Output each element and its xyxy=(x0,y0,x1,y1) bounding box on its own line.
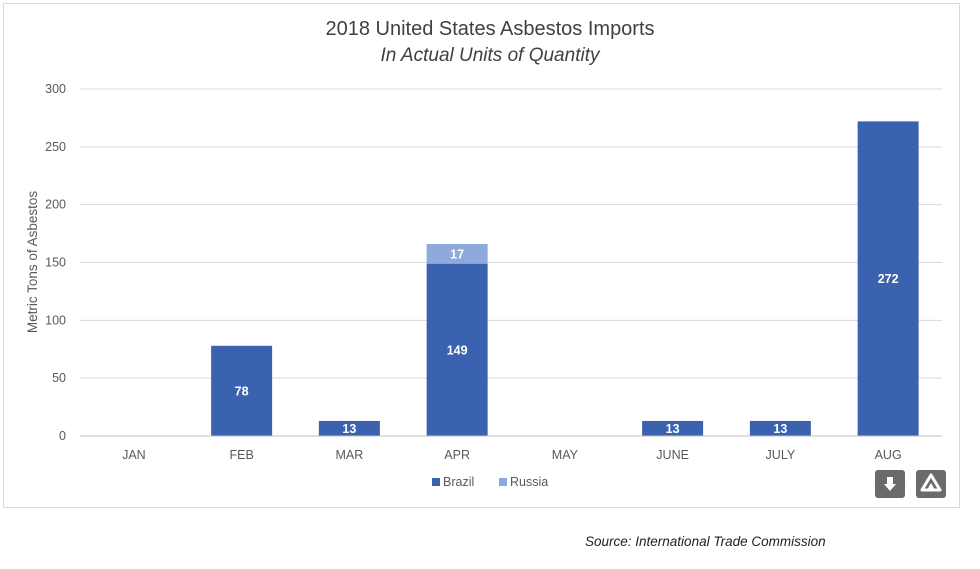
x-tick-label: JUNE xyxy=(656,448,689,462)
data-label: 149 xyxy=(447,343,468,357)
x-tick-label: APR xyxy=(444,448,470,462)
bar-chart: 0 50 100 150 200 250 300 Metric Tons of Asbesto… xyxy=(25,82,942,489)
legend-label-russia: Russia xyxy=(510,475,548,489)
y-tick-label: 150 xyxy=(45,256,66,270)
y-tick-label: 250 xyxy=(45,140,66,154)
data-label: 17 xyxy=(450,247,464,261)
legend-swatch-russia xyxy=(499,478,507,486)
bar-brazil xyxy=(642,420,704,436)
bar-brazil xyxy=(426,263,488,436)
bar-russia xyxy=(426,243,488,264)
data-label: 13 xyxy=(666,422,680,436)
bar-brazil xyxy=(749,420,811,436)
data-label: 272 xyxy=(878,272,899,286)
bar-brazil xyxy=(857,121,919,437)
x-tick-label: AUG xyxy=(875,448,902,462)
chart-title: 2018 United States Asbestos Imports xyxy=(325,18,655,40)
y-axis-label: Metric Tons of Asbestos xyxy=(25,191,40,334)
y-tick-label: 100 xyxy=(45,313,66,327)
data-label: 13 xyxy=(342,422,356,436)
legend-label-brazil: Brazil xyxy=(443,475,474,489)
y-tick-label: 0 xyxy=(59,429,66,443)
data-label: 78 xyxy=(235,384,249,398)
drive-button[interactable] xyxy=(916,470,946,498)
x-tick-label: JAN xyxy=(122,448,146,462)
x-tick-label: JULY xyxy=(766,448,796,462)
y-tick-label: 300 xyxy=(45,82,66,96)
chart-subtitle: In Actual Units of Quantity xyxy=(380,45,600,66)
download-icon xyxy=(884,477,896,491)
legend-swatch-brazil xyxy=(432,478,440,486)
source-note: Source: International Trade Commission xyxy=(585,534,826,549)
x-tick-label: FEB xyxy=(229,448,253,462)
y-tick-label: 50 xyxy=(52,371,66,385)
y-tick-label: 200 xyxy=(45,198,66,212)
x-tick-label: MAR xyxy=(335,448,363,462)
bar-brazil xyxy=(318,420,380,436)
bar-brazil xyxy=(211,345,273,436)
download-button[interactable] xyxy=(875,470,905,498)
data-label: 13 xyxy=(773,422,787,436)
drive-icon xyxy=(920,473,942,492)
x-tick-label: MAY xyxy=(552,448,579,462)
